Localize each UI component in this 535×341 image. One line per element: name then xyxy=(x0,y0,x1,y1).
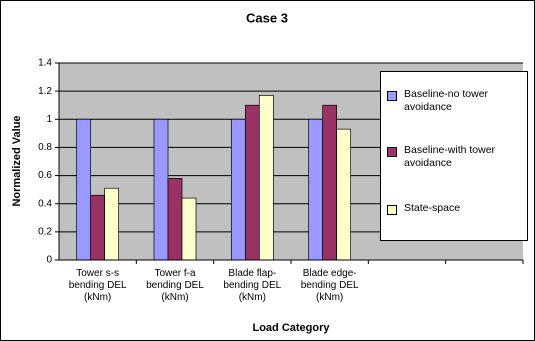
bar xyxy=(76,118,92,261)
x-tick-label: Blade edge-bending DEL (kNm) xyxy=(300,268,359,303)
x-tick-label: Tower s-s bending DEL (kNm) xyxy=(68,268,127,303)
bar xyxy=(258,95,274,261)
bar xyxy=(167,178,183,261)
y-tick-label: 0 xyxy=(46,255,52,266)
y-axis-title: Normalized Value xyxy=(11,115,23,206)
legend-label: Baseline-with tower avoidance xyxy=(404,144,496,169)
bar xyxy=(308,118,324,261)
legend-label: Baseline-no tower avoidance xyxy=(404,88,489,113)
legend-swatch xyxy=(387,147,397,157)
bar xyxy=(322,104,338,261)
bar xyxy=(336,128,352,261)
bar xyxy=(104,187,120,261)
legend-item: State-space xyxy=(387,202,523,215)
x-axis-title: Load Category xyxy=(252,322,330,334)
bar xyxy=(90,194,106,261)
bar xyxy=(153,118,169,261)
legend-item: Baseline-no tower avoidance xyxy=(387,88,523,114)
legend-swatch xyxy=(387,205,397,215)
legend-label: State-space xyxy=(404,202,461,214)
y-tick-label: 1 xyxy=(46,114,52,125)
x-tick-label: Blade flap-bending DEL (kNm) xyxy=(223,268,282,303)
y-tick-label: 0.2 xyxy=(38,226,52,237)
y-tick-label: 0.4 xyxy=(38,198,52,209)
y-tick-label: 1.2 xyxy=(38,86,52,97)
bar xyxy=(230,118,246,261)
bar xyxy=(244,104,260,261)
chart-title: Case 3 xyxy=(246,10,288,25)
y-tick-label: 1.4 xyxy=(38,58,52,69)
x-tick-label: Tower f-a bending DEL (kNm) xyxy=(146,268,204,303)
legend: Baseline-no tower avoidance Baseline-with… xyxy=(380,71,528,241)
y-tick-label: 0.8 xyxy=(38,142,52,153)
legend-swatch xyxy=(387,91,397,101)
bar xyxy=(181,197,197,261)
legend-item: Baseline-with tower avoidance xyxy=(387,144,523,170)
y-tick-label: 0.6 xyxy=(38,170,52,181)
